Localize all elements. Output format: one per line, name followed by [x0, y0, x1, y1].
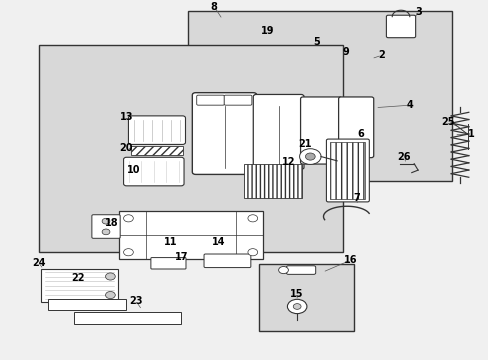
FancyBboxPatch shape	[224, 95, 251, 105]
FancyBboxPatch shape	[338, 97, 373, 158]
Text: 20: 20	[120, 143, 133, 153]
Bar	[48, 299, 126, 310]
Text: 7: 7	[352, 193, 359, 203]
Text: 16: 16	[344, 255, 357, 265]
Text: 1: 1	[467, 130, 474, 139]
Bar	[188, 11, 451, 181]
FancyBboxPatch shape	[286, 266, 315, 274]
FancyBboxPatch shape	[326, 139, 368, 202]
Circle shape	[247, 215, 257, 222]
Text: 6: 6	[356, 129, 363, 139]
Circle shape	[293, 303, 301, 309]
Bar	[119, 211, 262, 259]
Text: 24: 24	[32, 258, 45, 268]
Text: 17: 17	[175, 252, 188, 261]
Text: 19: 19	[261, 26, 274, 36]
FancyBboxPatch shape	[300, 97, 341, 164]
Text: 8: 8	[210, 2, 217, 12]
Circle shape	[247, 249, 257, 256]
Text: 18: 18	[105, 218, 119, 228]
FancyBboxPatch shape	[92, 215, 120, 238]
Circle shape	[299, 149, 321, 165]
Text: 21: 21	[298, 139, 311, 149]
Text: 25: 25	[441, 117, 454, 127]
Bar	[259, 264, 353, 331]
Text: 22: 22	[71, 273, 84, 283]
Bar	[39, 45, 343, 252]
Text: 15: 15	[290, 289, 303, 300]
Bar	[244, 164, 302, 198]
Text: 9: 9	[342, 47, 348, 57]
Circle shape	[105, 273, 115, 280]
FancyBboxPatch shape	[128, 116, 185, 144]
Bar	[41, 269, 118, 302]
Bar	[330, 142, 365, 199]
Circle shape	[287, 300, 306, 314]
Text: 13: 13	[120, 112, 133, 122]
Bar	[131, 146, 182, 155]
FancyBboxPatch shape	[192, 93, 256, 174]
Text: 26: 26	[397, 152, 410, 162]
Text: 23: 23	[129, 297, 142, 306]
Text: 4: 4	[406, 100, 413, 110]
FancyBboxPatch shape	[123, 157, 183, 186]
Text: 14: 14	[212, 237, 225, 247]
Circle shape	[305, 153, 315, 160]
Text: 10: 10	[126, 165, 140, 175]
Text: 11: 11	[163, 237, 177, 247]
Circle shape	[102, 229, 110, 235]
Text: 5: 5	[313, 37, 319, 48]
FancyBboxPatch shape	[253, 94, 304, 170]
Circle shape	[278, 266, 288, 274]
Text: 2: 2	[378, 50, 385, 60]
Circle shape	[102, 218, 110, 224]
Text: 12: 12	[281, 157, 295, 167]
Text: 3: 3	[415, 7, 422, 17]
FancyBboxPatch shape	[196, 95, 224, 105]
FancyBboxPatch shape	[203, 254, 250, 267]
FancyBboxPatch shape	[386, 15, 415, 38]
Circle shape	[123, 249, 133, 256]
Bar	[74, 312, 181, 324]
Circle shape	[123, 215, 133, 222]
FancyBboxPatch shape	[151, 257, 185, 269]
Circle shape	[105, 292, 115, 299]
